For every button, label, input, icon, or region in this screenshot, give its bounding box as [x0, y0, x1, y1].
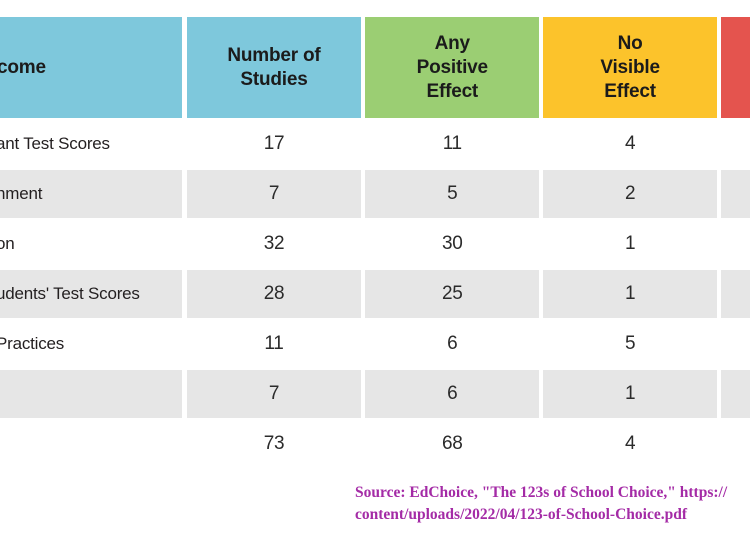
outcome-cell [0, 420, 182, 468]
no-visible-effect-cell: 2 [543, 170, 718, 218]
table-header-row: come Number of Studies Any Positive Effe… [0, 17, 750, 118]
table-body: ant Test Scores 17 11 4 nment 7 5 2 on 3… [0, 120, 750, 468]
number-of-studies-cell: 7 [186, 170, 362, 218]
header-no-visible-effect: No Visible Effect [543, 17, 718, 118]
table-row: ant Test Scores 17 11 4 [0, 120, 750, 168]
any-positive-effect-cell: 5 [365, 170, 540, 218]
header-any-positive-effect-label: Any Positive Effect [416, 32, 488, 102]
table-row: on 32 30 1 [0, 220, 750, 268]
header-outcome: come [0, 17, 182, 118]
no-visible-effect-cell: 1 [543, 370, 718, 418]
number-of-studies-cell: 11 [264, 333, 284, 354]
source-citation: Source: EdChoice, "The 123s of School Ch… [355, 482, 750, 526]
header-cropped-next-column [721, 17, 750, 118]
any-positive-effect-cell: 25 [365, 270, 540, 318]
number-of-studies-cell: 7 [186, 370, 362, 418]
outcome-cell: on [0, 234, 15, 253]
no-visible-effect-cell: 4 [624, 433, 636, 454]
no-visible-effect-cell: 1 [543, 270, 718, 318]
number-of-studies-cell: 73 [263, 433, 285, 454]
cropped-next-column-cell [721, 370, 750, 418]
source-citation-line2: content/uploads/2022/04/123-of-School-Ch… [355, 506, 687, 523]
no-visible-effect-cell: 4 [624, 133, 636, 154]
table-row: nment 7 5 2 [0, 170, 750, 218]
header-number-of-studies: Number of Studies [186, 17, 362, 118]
any-positive-effect-cell: 6 [365, 370, 540, 418]
any-positive-effect-cell: 68 [442, 433, 463, 454]
any-positive-effect-cell: 30 [442, 233, 463, 254]
cropped-next-column-cell [721, 120, 750, 168]
source-citation-line1: Source: EdChoice, "The 123s of School Ch… [355, 484, 728, 501]
no-visible-effect-cell: 5 [624, 333, 636, 354]
table-row: 7 6 1 [0, 370, 750, 418]
outcome-cell: Practices [0, 334, 65, 353]
header-outcome-label: come [0, 56, 46, 78]
header-number-of-studies-label: Number of Studies [227, 44, 321, 90]
number-of-studies-cell: 17 [263, 133, 285, 154]
number-of-studies-cell: 32 [263, 233, 285, 254]
table-row: Practices 11 6 5 [0, 320, 750, 368]
outcome-cell: ant Test Scores [0, 134, 110, 153]
cropped-next-column-cell [721, 170, 750, 218]
any-positive-effect-cell: 11 [442, 133, 462, 154]
table-row: udents' Test Scores 28 25 1 [0, 270, 750, 318]
table-row: 73 68 4 [0, 420, 750, 468]
any-positive-effect-cell: 6 [447, 333, 458, 354]
cropped-next-column-cell [721, 420, 750, 468]
header-any-positive-effect: Any Positive Effect [365, 17, 540, 118]
header-no-visible-effect-label: No Visible Effect [600, 32, 660, 102]
studies-outcomes-table: come Number of Studies Any Positive Effe… [0, 17, 750, 468]
cropped-next-column-cell [721, 270, 750, 318]
cropped-next-column-cell [721, 320, 750, 368]
cropped-next-column-cell [721, 220, 750, 268]
no-visible-effect-cell: 1 [624, 233, 636, 254]
outcome-cell: nment [0, 170, 182, 218]
outcome-cell: udents' Test Scores [0, 270, 182, 318]
outcome-cell [0, 370, 182, 418]
number-of-studies-cell: 28 [186, 270, 362, 318]
